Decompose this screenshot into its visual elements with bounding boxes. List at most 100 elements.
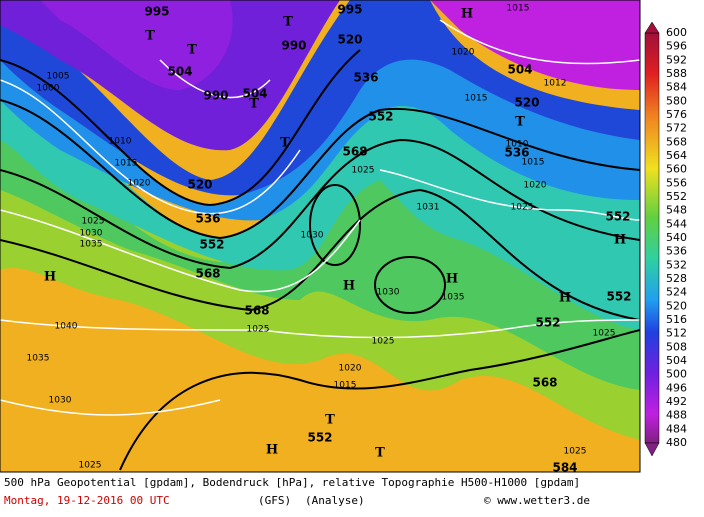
legend-tick-label: 600 bbox=[666, 26, 687, 39]
map-label: H bbox=[343, 279, 355, 294]
caption-run: (Analyse) bbox=[305, 494, 365, 507]
legend-tick-label: 516 bbox=[666, 313, 687, 326]
map-label: T bbox=[280, 136, 290, 151]
map-label: 1030 bbox=[49, 396, 72, 406]
legend-tick-label: 584 bbox=[666, 81, 687, 94]
isobars bbox=[0, 19, 640, 416]
legend-tick-label: 580 bbox=[666, 94, 687, 107]
map-label: 568 bbox=[532, 376, 557, 390]
map-label: 1025 bbox=[352, 166, 375, 176]
legend-tick-label: 484 bbox=[666, 422, 687, 435]
map-label: 995 bbox=[144, 5, 169, 19]
legend-tick-label: 508 bbox=[666, 340, 687, 353]
map-label: 1015 bbox=[465, 94, 488, 104]
caption-date: Montag, 19-12-2016 00 UTC bbox=[4, 494, 170, 507]
map-label: 1015 bbox=[522, 158, 545, 168]
map-label: 1025 bbox=[82, 217, 105, 227]
map bbox=[0, 0, 640, 472]
caption-credit: © www.wetter3.de bbox=[484, 494, 590, 507]
map-label: 504 bbox=[507, 63, 532, 77]
caption-model: (GFS) bbox=[258, 494, 291, 507]
map-label: 552 bbox=[199, 238, 224, 252]
map-label: 1035 bbox=[27, 354, 50, 364]
map-label: 504 bbox=[242, 87, 267, 101]
legend-tick-label: 504 bbox=[666, 354, 687, 367]
map-label: 1035 bbox=[442, 293, 465, 303]
map-label: 504 bbox=[167, 65, 192, 79]
legend-tick-label: 500 bbox=[666, 368, 687, 381]
map-label: 1025 bbox=[511, 203, 534, 213]
map-label: 552 bbox=[535, 316, 560, 330]
map-label: 552 bbox=[605, 210, 630, 224]
legend-tick-label: 568 bbox=[666, 135, 687, 148]
map-label: 1005 bbox=[47, 72, 70, 82]
map-label: 1010 bbox=[109, 137, 132, 147]
map-label: H bbox=[461, 7, 473, 22]
legend-tick-label: 592 bbox=[666, 53, 687, 66]
map-label: 1025 bbox=[247, 325, 270, 335]
map-label: 1010 bbox=[506, 140, 529, 150]
map-label: 1020 bbox=[339, 364, 362, 374]
map-label: T bbox=[325, 413, 335, 428]
map-label: 520 bbox=[187, 178, 212, 192]
map-label: 1030 bbox=[377, 288, 400, 298]
map-label: 568 bbox=[342, 145, 367, 159]
legend-tick-label: 488 bbox=[666, 409, 687, 422]
legend-tick-label: 544 bbox=[666, 217, 687, 230]
map-label: 552 bbox=[368, 110, 393, 124]
map-label: 568 bbox=[195, 267, 220, 281]
map-label: 1012 bbox=[544, 79, 567, 89]
map-label: 1030 bbox=[80, 229, 103, 239]
legend-tick-label: 520 bbox=[666, 299, 687, 312]
colorbar-bottom bbox=[644, 442, 660, 457]
legend-tick-label: 536 bbox=[666, 245, 687, 258]
map-label: 536 bbox=[195, 212, 220, 226]
legend-tick-label: 596 bbox=[666, 40, 687, 53]
map-label: H bbox=[44, 270, 56, 285]
legend-tick-label: 556 bbox=[666, 176, 687, 189]
map-label: 568 bbox=[244, 304, 269, 318]
legend-tick-label: 512 bbox=[666, 327, 687, 340]
legend-tick-label: 576 bbox=[666, 108, 687, 121]
map-label: 520 bbox=[337, 33, 362, 47]
map-label: 990 bbox=[203, 89, 228, 103]
map-label: 1025 bbox=[372, 337, 395, 347]
map-label: H bbox=[446, 272, 458, 287]
map-label: 1025 bbox=[79, 461, 102, 471]
map-label: H bbox=[614, 233, 626, 248]
map-label: H bbox=[266, 443, 278, 458]
contours bbox=[0, 49, 640, 471]
map-label: 552 bbox=[606, 290, 631, 304]
legend-tick-label: 496 bbox=[666, 381, 687, 394]
map-label: 1000 bbox=[37, 84, 60, 94]
legend-tick-label: 560 bbox=[666, 163, 687, 176]
map-label: 995 bbox=[337, 3, 362, 17]
legend-tick-label: 548 bbox=[666, 204, 687, 217]
map-label: T bbox=[249, 97, 259, 112]
colorbar-top bbox=[644, 21, 660, 34]
legend-tick-label: 572 bbox=[666, 122, 687, 135]
map-label: 990 bbox=[281, 39, 306, 53]
map-label: T bbox=[375, 446, 385, 461]
caption-title: 500 hPa Geopotential [gpdam], Bodendruck… bbox=[4, 476, 580, 489]
map-label: 536 bbox=[353, 71, 378, 85]
map-label: T bbox=[187, 43, 197, 58]
map-label: 1040 bbox=[55, 322, 78, 332]
legend-tick-label: 524 bbox=[666, 286, 687, 299]
map-label: 1015 bbox=[507, 4, 530, 14]
legend-tick-label: 480 bbox=[666, 436, 687, 449]
legend-tick-label: 552 bbox=[666, 190, 687, 203]
map-label: 1031 bbox=[417, 203, 440, 213]
legend-tick-label: 532 bbox=[666, 258, 687, 271]
legend-tick-label: 528 bbox=[666, 272, 687, 285]
map-label: T bbox=[283, 15, 293, 30]
legend-tick-label: 564 bbox=[666, 149, 687, 162]
colorbar bbox=[644, 32, 660, 444]
map-label: 584 bbox=[552, 461, 577, 475]
map-label: 1020 bbox=[452, 48, 475, 58]
map-label: 1015 bbox=[334, 381, 357, 391]
map-label: T bbox=[145, 29, 155, 44]
map-label: 1020 bbox=[128, 179, 151, 189]
